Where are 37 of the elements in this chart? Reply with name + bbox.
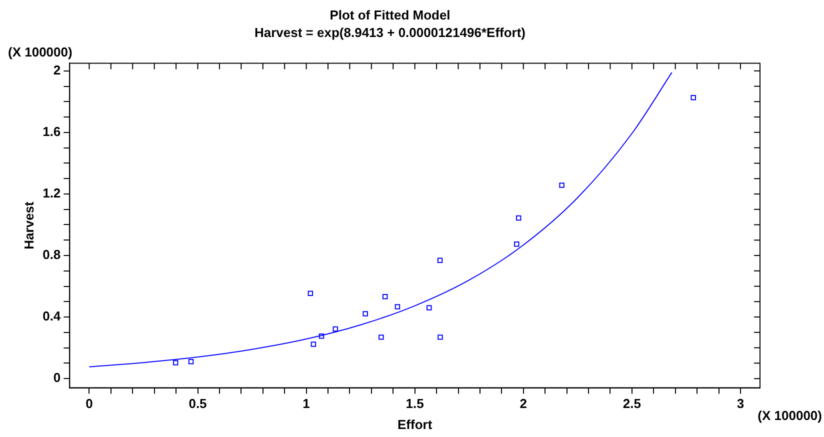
y-tick-label: 1.2 <box>42 186 61 201</box>
point <box>514 241 520 247</box>
point <box>394 304 400 310</box>
x-tick-label: 1 <box>302 396 310 412</box>
point <box>382 294 388 300</box>
point <box>437 258 443 264</box>
x-tick-label: 2 <box>520 396 527 412</box>
x-tick-label: 2.5 <box>622 396 641 412</box>
y-tick-label: 1.6 <box>42 124 61 140</box>
point <box>690 95 696 100</box>
point <box>426 305 432 310</box>
point <box>318 333 324 339</box>
line-series <box>88 72 672 368</box>
point <box>308 290 314 296</box>
point <box>332 326 338 332</box>
point <box>188 359 194 364</box>
x-tick-label: 1.5 <box>406 396 424 412</box>
y-tick-label: 0.8 <box>42 247 61 262</box>
chart-title: Plot of Fitted Model <box>330 7 450 22</box>
chart-subtitle: Harvest = exp(8.9413 + 0.0000121496*Effort) <box>254 24 526 40</box>
x-tick-label: 0 <box>86 396 93 412</box>
point <box>378 334 384 340</box>
point <box>559 182 564 188</box>
point <box>172 360 178 366</box>
text: (X 100000) <box>8 44 72 60</box>
point <box>516 215 522 221</box>
x-axis-title: Effort <box>398 416 433 432</box>
point <box>362 311 368 316</box>
x-tick-label: 3 <box>736 396 744 412</box>
text: (X 100000) <box>758 408 822 423</box>
y-tick-label: 0 <box>53 370 61 386</box>
point <box>310 342 316 347</box>
y-tick-label: 0.4 <box>42 308 62 324</box>
y-axis-title: Harvest <box>21 200 36 250</box>
x-tick-label: 0.5 <box>188 396 207 412</box>
y-tick-label: 2 <box>53 62 61 78</box>
point <box>438 334 443 340</box>
